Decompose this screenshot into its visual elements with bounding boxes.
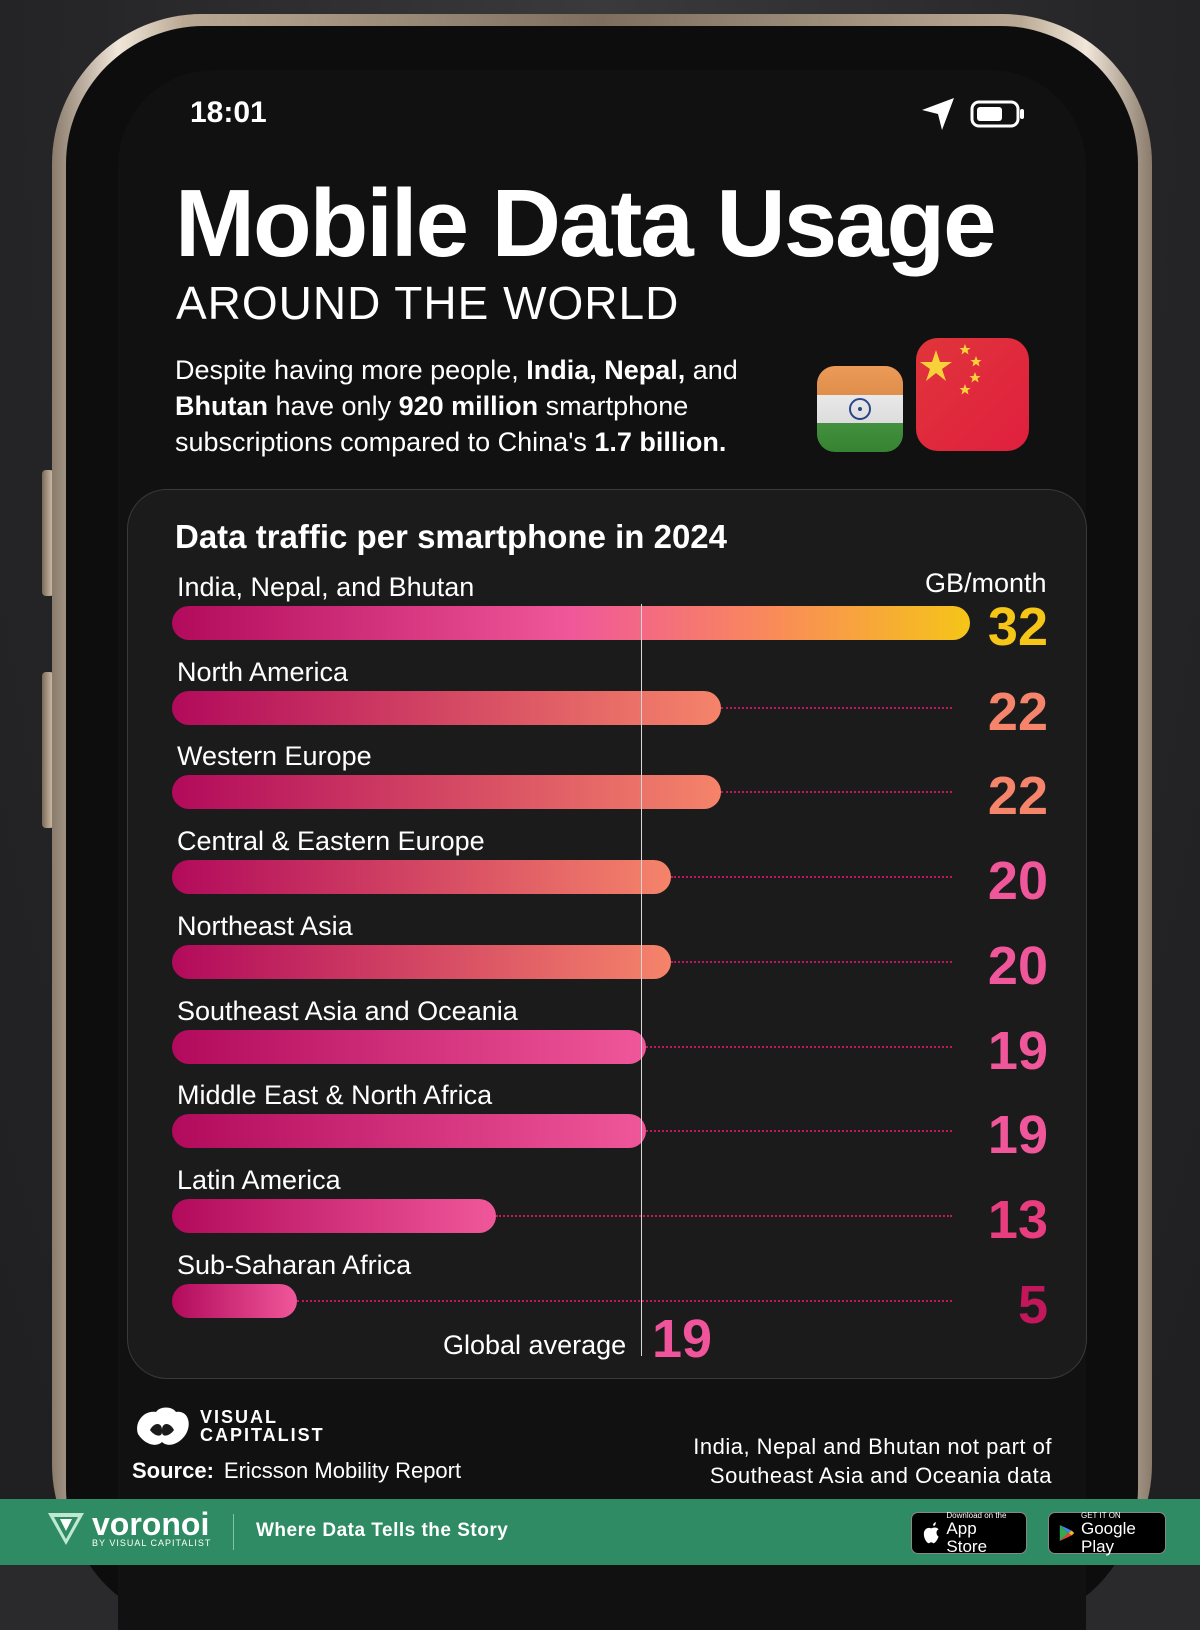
bar-value: 5 bbox=[1017, 1274, 1048, 1335]
bar-leader-dots bbox=[496, 1214, 952, 1217]
voronoi-logo[interactable]: voronoi BY VISUAL CAPITALIST bbox=[46, 1506, 212, 1548]
bar-label: Sub-Saharan Africa bbox=[177, 1249, 412, 1280]
bar-value: 20 bbox=[987, 935, 1048, 996]
visual-capitalist-logo: VISUAL CAPITALIST bbox=[132, 1404, 325, 1448]
description-bold: 920 million bbox=[398, 391, 539, 421]
bar bbox=[172, 1198, 497, 1233]
chart-title: Data traffic per smartphone in 2024 bbox=[175, 518, 728, 555]
footer-divider bbox=[233, 1514, 234, 1550]
bar-value: 19 bbox=[987, 1020, 1048, 1081]
bar-value: 19 bbox=[987, 1105, 1048, 1166]
description: Despite having more people, India, Nepal… bbox=[175, 352, 815, 460]
bar bbox=[172, 1114, 646, 1149]
bar-label: Latin America bbox=[177, 1164, 341, 1195]
bar-leader-dots bbox=[296, 1299, 952, 1302]
bar-value: 20 bbox=[987, 851, 1048, 912]
bar-label: Western Europe bbox=[177, 741, 372, 772]
bar-label: Southeast Asia and Oceania bbox=[177, 995, 518, 1026]
bar-value: 13 bbox=[987, 1189, 1048, 1250]
voronoi-name: voronoi bbox=[92, 1506, 210, 1542]
brand-line-2: CAPITALIST bbox=[200, 1425, 325, 1445]
status-time: 18:01 bbox=[190, 96, 267, 129]
india-flag-icon bbox=[817, 366, 903, 452]
description-text: smartphone subscriptions compared to Chi… bbox=[175, 391, 689, 457]
bar-label: Middle East & North Africa bbox=[177, 1080, 493, 1111]
google-play-small: GET IT ON bbox=[1080, 1510, 1121, 1520]
bar bbox=[172, 1283, 297, 1318]
china-flag-icon bbox=[916, 338, 1029, 451]
bar-label: Northeast Asia bbox=[177, 910, 353, 941]
page-subtitle: AROUND THE WORLD bbox=[176, 277, 680, 329]
brand-line-1: VISUAL bbox=[200, 1407, 279, 1427]
bar-leader-dots bbox=[670, 960, 952, 963]
footnote-line-1: India, Nepal and Bhutan not part of bbox=[693, 1434, 1052, 1459]
page-title: Mobile Data Usage bbox=[175, 170, 997, 277]
side-button-bottom bbox=[42, 672, 54, 828]
apple-icon bbox=[923, 1521, 939, 1544]
source-label: Source: bbox=[132, 1458, 214, 1483]
bar bbox=[172, 860, 671, 895]
location-arrow-icon bbox=[922, 98, 954, 130]
global-average-value: 19 bbox=[652, 1309, 713, 1369]
bar bbox=[172, 775, 721, 810]
footnote: India, Nepal and Bhutan not part of Sout… bbox=[592, 1432, 1052, 1490]
bar-label: India, Nepal, and Bhutan bbox=[177, 572, 475, 602]
bar-value: 22 bbox=[987, 766, 1048, 827]
google-play-label: Google Play bbox=[1080, 1518, 1136, 1556]
app-store-small: Download on the bbox=[946, 1510, 1007, 1520]
bar-leader-dots bbox=[645, 1045, 952, 1048]
bar bbox=[172, 1029, 646, 1064]
source-text: Ericsson Mobility Report bbox=[223, 1458, 462, 1483]
bar-leader-dots bbox=[670, 876, 952, 879]
bar bbox=[172, 606, 970, 640]
description-bold: 1.7 billion. bbox=[594, 427, 727, 457]
app-store-label: App Store bbox=[946, 1518, 988, 1556]
google-play-icon bbox=[1059, 1525, 1075, 1541]
description-text: Despite having more people, bbox=[175, 355, 527, 385]
global-average-line bbox=[641, 604, 642, 1356]
bar-value: 32 bbox=[987, 597, 1048, 657]
source: Source: Ericsson Mobility Report bbox=[132, 1458, 461, 1484]
description-bold: India, Nepal, bbox=[526, 355, 686, 385]
description-text: and bbox=[685, 355, 738, 385]
bar bbox=[172, 690, 721, 725]
status-icons bbox=[920, 96, 1026, 132]
chart-unit: GB/month bbox=[925, 568, 1047, 598]
global-average-label: Global average bbox=[443, 1330, 627, 1360]
tagline: Where Data Tells the Story bbox=[256, 1520, 509, 1541]
google-play-button[interactable]: GET IT ON Google Play bbox=[1048, 1510, 1166, 1556]
app-store-button[interactable]: Download on the App Store bbox=[911, 1510, 1027, 1556]
description-bold: Bhutan bbox=[175, 391, 268, 421]
side-button-top bbox=[42, 470, 54, 596]
bar bbox=[172, 944, 671, 979]
bar-label: Central & Eastern Europe bbox=[177, 826, 485, 857]
description-text: have only bbox=[267, 391, 399, 421]
voronoi-mark-icon bbox=[48, 1513, 84, 1545]
bar-value: 22 bbox=[987, 681, 1048, 742]
bar-leader-dots bbox=[645, 1130, 952, 1133]
visual-capitalist-mark-icon bbox=[137, 1407, 189, 1445]
voronoi-sub: BY VISUAL CAPITALIST bbox=[92, 1538, 212, 1548]
bar-leader-dots bbox=[720, 791, 952, 794]
bar-leader-dots bbox=[720, 706, 952, 709]
battery-icon bbox=[970, 100, 1024, 128]
footnote-line-2: Southeast Asia and Oceania data bbox=[709, 1463, 1052, 1488]
bar-label: North America bbox=[177, 656, 349, 687]
